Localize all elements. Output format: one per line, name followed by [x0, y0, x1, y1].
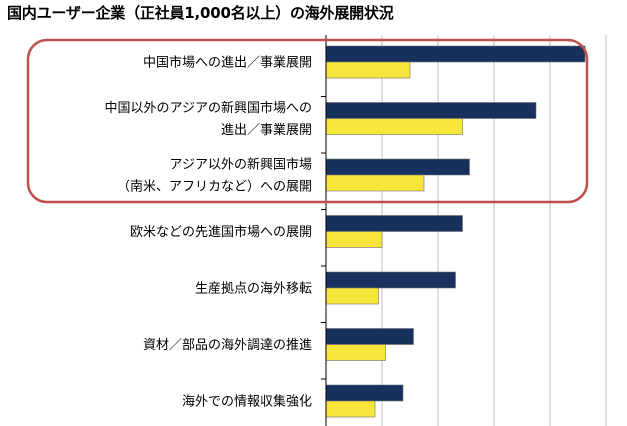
- bar-series-1-cat6: [325, 328, 414, 345]
- bars: [325, 45, 586, 418]
- bar-series-2-cat7: [325, 400, 376, 418]
- category-label: 中国以外のアジアの新興国市場への: [105, 100, 312, 116]
- category-labels: 中国市場への進出／事業展開中国以外のアジアの新興国市場への進出／事業展開アジア以…: [105, 55, 312, 410]
- chart-title: 国内ユーザー企業（正社員1,000名以上）の海外展開状況: [7, 4, 394, 22]
- bar-series-1-cat2: [325, 102, 537, 119]
- highlight-box: [26, 38, 589, 204]
- bar-series-1-cat7: [325, 384, 404, 402]
- highlight-rounded-rect: [26, 38, 589, 204]
- category-label: （南米、アフリカなど）への展開: [117, 179, 312, 195]
- bar-series-2-cat4: [325, 231, 383, 248]
- category-axis: [321, 35, 327, 426]
- category-label: 資材／部品の海外調達の推進: [143, 338, 312, 353]
- category-label: 欧米などの先進国市場への展開: [130, 224, 312, 240]
- category-label: アジア以外の新興国市場: [170, 157, 312, 173]
- bar-series-2-cat2: [325, 118, 463, 135]
- bar-series-1-cat5: [325, 271, 456, 289]
- bar-series-1-cat3: [325, 158, 470, 176]
- bar-series-2-cat1: [325, 61, 411, 79]
- bar-series-2-cat3: [325, 174, 425, 192]
- category-label: 海外での情報収集強化: [182, 394, 312, 410]
- bar-series-1-cat1: [325, 45, 586, 63]
- category-label: 生産拠点の海外移転: [195, 281, 312, 297]
- category-label: 進出／事業展開: [221, 122, 312, 138]
- bar-series-1-cat4: [325, 215, 463, 232]
- bar-series-2-cat5: [325, 287, 379, 305]
- category-label: 中国市場への進出／事業展開: [143, 55, 312, 71]
- bar-series-2-cat6: [325, 344, 386, 361]
